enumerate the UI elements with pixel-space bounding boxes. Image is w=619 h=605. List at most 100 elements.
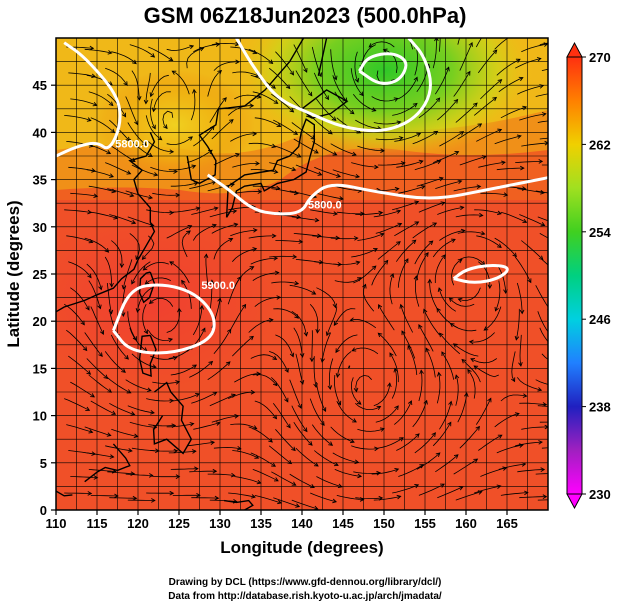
streamline-arrow-53: [129, 192, 135, 198]
streamline-404: [467, 369, 476, 399]
streamline-329: [397, 258, 409, 288]
streamline-arrow-309: [383, 259, 389, 265]
streamline-219: [275, 51, 294, 76]
streamline-arrow-232: [314, 217, 320, 223]
streamline-236: [291, 122, 315, 140]
streamline-6: [68, 355, 91, 375]
streamline-arrow-429: [494, 306, 499, 312]
streamline-arrow-275: [351, 151, 357, 157]
streamline-426: [470, 358, 498, 364]
streamline-385: [441, 351, 455, 380]
streamline-arrow-5: [90, 393, 96, 398]
streamline-424: [500, 394, 527, 402]
streamline-arrow-266: [327, 385, 333, 391]
contour-line-0: [112, 283, 216, 355]
streamline-182: [250, 452, 276, 467]
streamline-arrow-416: [492, 96, 498, 102]
streamline-414: [478, 161, 506, 168]
streamline-459: [521, 43, 548, 53]
streamline-arrow-160: [251, 494, 256, 499]
streamline-arrow-375: [459, 131, 465, 136]
streamline-arrow-68: [132, 336, 137, 341]
streamline-465: [535, 379, 548, 385]
streamline-451: [521, 240, 544, 260]
coastline-12: [348, 365, 351, 369]
streamline-287: [335, 334, 358, 353]
streamline-213: [271, 188, 299, 194]
streamline-229: [289, 284, 316, 295]
streamline-375: [439, 131, 464, 147]
streamline-arrow-171: [252, 228, 258, 233]
streamline-169: [233, 266, 254, 288]
streamline-399: [457, 38, 460, 45]
streamline-arrow-362: [447, 421, 452, 427]
streamline-315: [375, 137, 403, 141]
field-cold-nw: [95, 70, 255, 180]
x-tick-label: 125: [168, 516, 190, 531]
streamline-arrow-431: [512, 252, 517, 258]
streamline-173: [234, 191, 262, 194]
streamline-arrow-241: [337, 483, 343, 489]
streamline-arrow-467: [554, 346, 558, 350]
streamline-384: [455, 375, 459, 406]
streamline-419: [475, 38, 482, 48]
streamline-413: [480, 192, 508, 196]
streamline-arrow-325: [389, 352, 394, 358]
contour-line-1: [206, 173, 548, 216]
streamline-311: [375, 223, 402, 234]
streamline-arrow-45: [126, 389, 132, 394]
streamline-208: [273, 308, 299, 319]
x-axis-ticks: 110 115 120 125 130 135 140 145 150 155 160 165: [46, 510, 518, 531]
streamline-432: [500, 211, 527, 223]
streamline-269: [334, 277, 362, 283]
y-tick-label: 45: [33, 78, 47, 93]
streamline-arrow-207: [289, 352, 295, 358]
streamline-arrow-279: [332, 75, 338, 81]
streamline-121: [189, 470, 217, 473]
streamline-arrow-271: [353, 236, 359, 241]
streamline-arrow-414: [501, 160, 506, 166]
coastline-0: [56, 132, 156, 313]
streamline-107: [166, 308, 181, 333]
streamline-160: [228, 492, 256, 498]
streamline-416: [473, 97, 497, 116]
streamline-arrow-364: [436, 371, 442, 377]
streamline-130: [181, 230, 191, 258]
streamline-arrow-138: [199, 47, 205, 52]
streamline-arrow-255: [332, 151, 338, 156]
streamline-arrow-442: [538, 440, 543, 445]
streamline-arrow-406: [452, 343, 458, 348]
streamline-arrow-329: [404, 258, 409, 264]
streamline-254: [314, 166, 341, 177]
streamline-arrow-69: [120, 312, 126, 318]
streamline-arrow-87: [168, 337, 174, 343]
coastline-9: [84, 443, 131, 483]
streamline-arrow-136: [192, 88, 197, 94]
streamline-437: [498, 77, 523, 93]
streamline-arrow-344: [419, 369, 424, 375]
streamline-151: [211, 223, 238, 234]
streamline-456: [519, 113, 546, 121]
streamline-arrow-50: [109, 282, 114, 288]
streamline-arrow-129: [169, 261, 175, 266]
streamline-403: [475, 398, 492, 425]
streamline-arrow-59: [132, 59, 137, 65]
streamline-448: [515, 308, 520, 340]
streamline-arrow-373: [457, 179, 463, 185]
streamline-21: [88, 469, 116, 472]
streamline-442: [515, 441, 543, 447]
colorbar-tick-label: 238: [589, 400, 611, 415]
streamline-98: [145, 72, 151, 104]
streamline-arrow-407: [449, 322, 455, 328]
streamline-88: [142, 304, 148, 334]
streamline-248: [309, 303, 319, 333]
streamline-0: [64, 492, 92, 494]
field-cold-low: [235, 38, 535, 160]
streamline-arrow-197: [273, 99, 279, 104]
streamline-215: [275, 145, 301, 158]
streamline-103: [166, 423, 194, 428]
streamline-arrow-397: [466, 70, 471, 76]
streamline-464: [537, 405, 548, 407]
streamline-439: [494, 38, 509, 50]
streamline-91: [142, 235, 155, 260]
